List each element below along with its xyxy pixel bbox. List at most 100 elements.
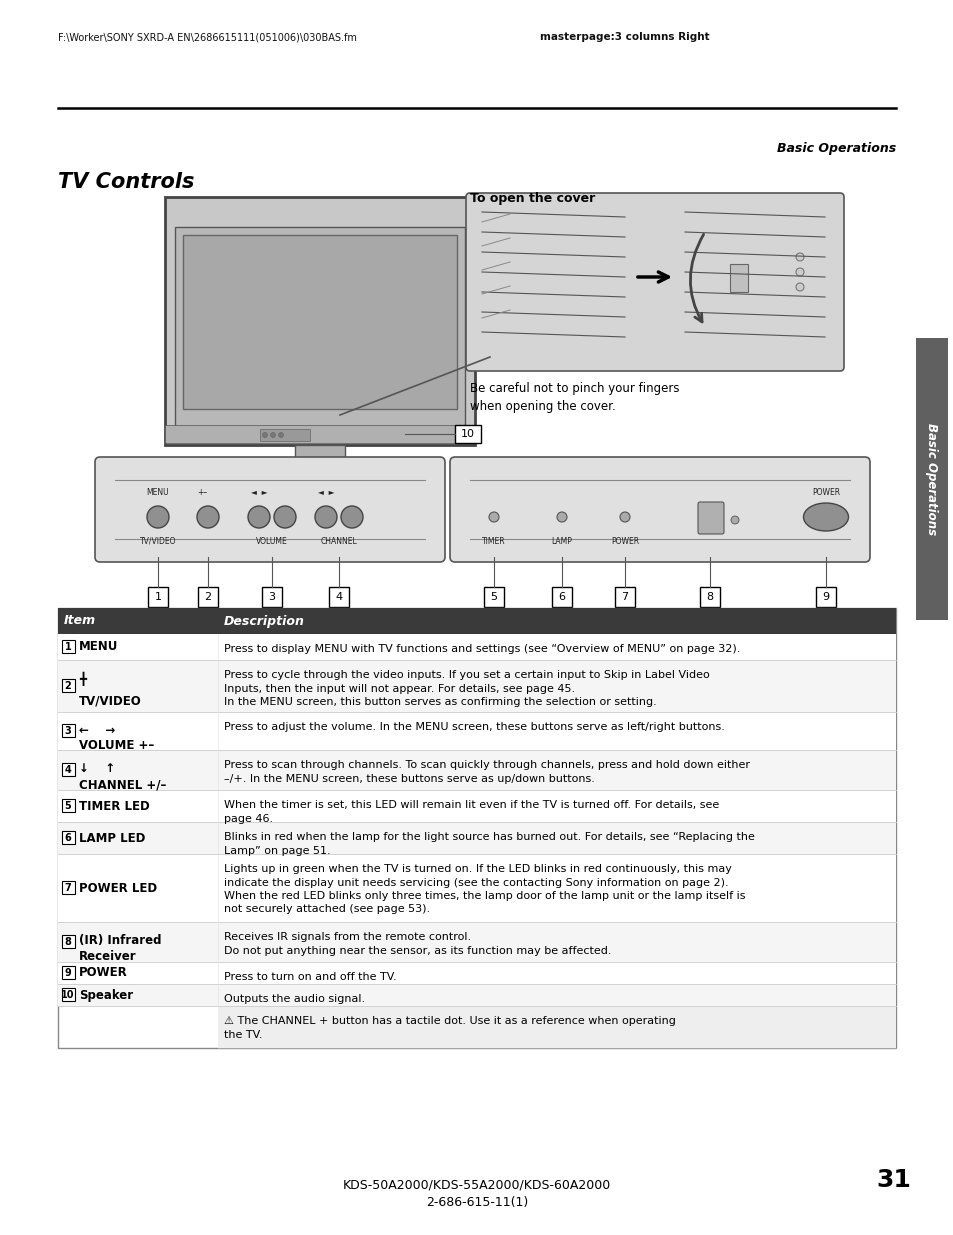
- Text: Blinks in red when the lamp for the light source has burned out. For details, se: Blinks in red when the lamp for the ligh…: [224, 832, 754, 842]
- Text: TIMER LED: TIMER LED: [79, 799, 150, 813]
- Text: not securely attached (see page 53).: not securely attached (see page 53).: [224, 904, 430, 914]
- Text: KDS-50A2000/KDS-55A2000/KDS-60A2000: KDS-50A2000/KDS-55A2000/KDS-60A2000: [342, 1178, 611, 1191]
- Text: POWER: POWER: [811, 488, 840, 496]
- Circle shape: [196, 506, 219, 529]
- Text: masterpage:3 columns Right: masterpage:3 columns Right: [539, 32, 709, 42]
- Text: Description: Description: [224, 615, 305, 627]
- Text: Press to cycle through the video inputs. If you set a certain input to Skip in L: Press to cycle through the video inputs.…: [224, 671, 709, 680]
- Bar: [262, 587, 282, 606]
- FancyBboxPatch shape: [450, 457, 869, 562]
- Bar: [58, 713, 895, 750]
- Text: VOLUME +–: VOLUME +–: [79, 739, 154, 752]
- Text: 7: 7: [65, 883, 71, 893]
- Text: 8: 8: [65, 937, 71, 947]
- Circle shape: [278, 432, 283, 437]
- Text: LAMP: LAMP: [551, 537, 572, 546]
- Circle shape: [271, 432, 275, 437]
- Text: MENU: MENU: [147, 488, 169, 496]
- Circle shape: [795, 283, 803, 291]
- Bar: [729, 264, 747, 291]
- Text: ◄  ►: ◄ ►: [317, 488, 334, 496]
- Text: F:\Worker\SONY SXRD-A EN\2686615111(051006)\030BAS.fm: F:\Worker\SONY SXRD-A EN\2686615111(0510…: [58, 32, 356, 42]
- Text: Outputs the audio signal.: Outputs the audio signal.: [224, 994, 365, 1004]
- Text: In the MENU screen, this button serves as confirming the selection or setting.: In the MENU screen, this button serves a…: [224, 697, 656, 706]
- Bar: [58, 962, 895, 984]
- Bar: [148, 587, 168, 606]
- Circle shape: [340, 506, 363, 529]
- Bar: [174, 227, 464, 435]
- Text: To open the cover: To open the cover: [470, 191, 595, 205]
- Bar: [183, 235, 456, 409]
- Ellipse shape: [802, 503, 847, 531]
- Bar: [62, 724, 75, 737]
- Text: TV Controls: TV Controls: [58, 172, 194, 191]
- Text: Inputs, then the input will not appear. For details, see page 45.: Inputs, then the input will not appear. …: [224, 683, 575, 694]
- Bar: [58, 823, 895, 853]
- Bar: [815, 587, 835, 606]
- Bar: [58, 634, 895, 659]
- Text: Receiver: Receiver: [79, 950, 136, 963]
- Text: Press to scan through channels. To scan quickly through channels, press and hold: Press to scan through channels. To scan …: [224, 760, 749, 769]
- Circle shape: [619, 513, 629, 522]
- Bar: [62, 935, 75, 948]
- Bar: [62, 988, 75, 1002]
- Text: Be careful not to pinch your fingers
when opening the cover.: Be careful not to pinch your fingers whe…: [470, 382, 679, 412]
- Bar: [62, 679, 75, 692]
- Bar: [329, 587, 349, 606]
- Circle shape: [557, 513, 566, 522]
- Text: 10: 10: [61, 990, 74, 1000]
- Text: Lamp” on page 51.: Lamp” on page 51.: [224, 846, 331, 856]
- Bar: [58, 608, 895, 1049]
- Text: 6: 6: [558, 592, 565, 601]
- Text: ↓    ↑: ↓ ↑: [79, 762, 115, 776]
- Text: Press to adjust the volume. In the MENU screen, these buttons serve as left/righ: Press to adjust the volume. In the MENU …: [224, 722, 724, 732]
- Text: VOLUME: VOLUME: [255, 537, 288, 546]
- Bar: [218, 1007, 895, 1049]
- Bar: [58, 750, 895, 790]
- Bar: [700, 587, 720, 606]
- Text: 3: 3: [268, 592, 275, 601]
- Bar: [260, 429, 310, 441]
- Bar: [483, 587, 503, 606]
- Text: MENU: MENU: [79, 641, 118, 653]
- Text: CHANNEL: CHANNEL: [320, 537, 357, 546]
- Text: When the timer is set, this LED will remain lit even if the TV is turned off. Fo: When the timer is set, this LED will rem…: [224, 800, 719, 810]
- Text: LAMP LED: LAMP LED: [79, 831, 145, 845]
- Text: 31: 31: [875, 1168, 910, 1192]
- Circle shape: [314, 506, 336, 529]
- Text: Basic Operations: Basic Operations: [776, 142, 895, 156]
- Text: 6: 6: [65, 832, 71, 844]
- Text: Basic Operations: Basic Operations: [924, 422, 938, 535]
- Bar: [58, 923, 895, 962]
- Text: TV/VIDEO: TV/VIDEO: [79, 694, 142, 706]
- Text: 4: 4: [65, 764, 71, 776]
- Text: Lights up in green when the TV is turned on. If the LED blinks in red continuous: Lights up in green when the TV is turned…: [224, 864, 731, 874]
- Text: 7: 7: [620, 592, 628, 601]
- Text: POWER: POWER: [79, 967, 128, 979]
- Circle shape: [795, 253, 803, 261]
- Bar: [165, 198, 475, 445]
- Bar: [294, 445, 345, 467]
- Circle shape: [274, 506, 295, 529]
- Bar: [265, 466, 375, 477]
- Circle shape: [147, 506, 169, 529]
- Text: page 46.: page 46.: [224, 814, 273, 824]
- Text: Press to turn on and off the TV.: Press to turn on and off the TV.: [224, 972, 396, 982]
- Text: 5: 5: [490, 592, 497, 601]
- Text: POWER: POWER: [610, 537, 639, 546]
- Bar: [62, 763, 75, 776]
- Bar: [62, 831, 75, 844]
- FancyBboxPatch shape: [95, 457, 444, 562]
- Bar: [62, 966, 75, 979]
- Text: 3: 3: [65, 726, 71, 736]
- Text: Item: Item: [64, 615, 96, 627]
- Bar: [58, 790, 895, 823]
- Bar: [198, 587, 218, 606]
- Text: 10: 10: [460, 429, 475, 438]
- Text: –/+. In the MENU screen, these buttons serve as up/down buttons.: –/+. In the MENU screen, these buttons s…: [224, 773, 595, 783]
- Text: Speaker: Speaker: [79, 988, 133, 1002]
- Text: Do not put anything near the sensor, as its function may be affected.: Do not put anything near the sensor, as …: [224, 946, 611, 956]
- FancyBboxPatch shape: [698, 501, 723, 534]
- Text: POWER LED: POWER LED: [79, 882, 157, 894]
- Circle shape: [489, 513, 498, 522]
